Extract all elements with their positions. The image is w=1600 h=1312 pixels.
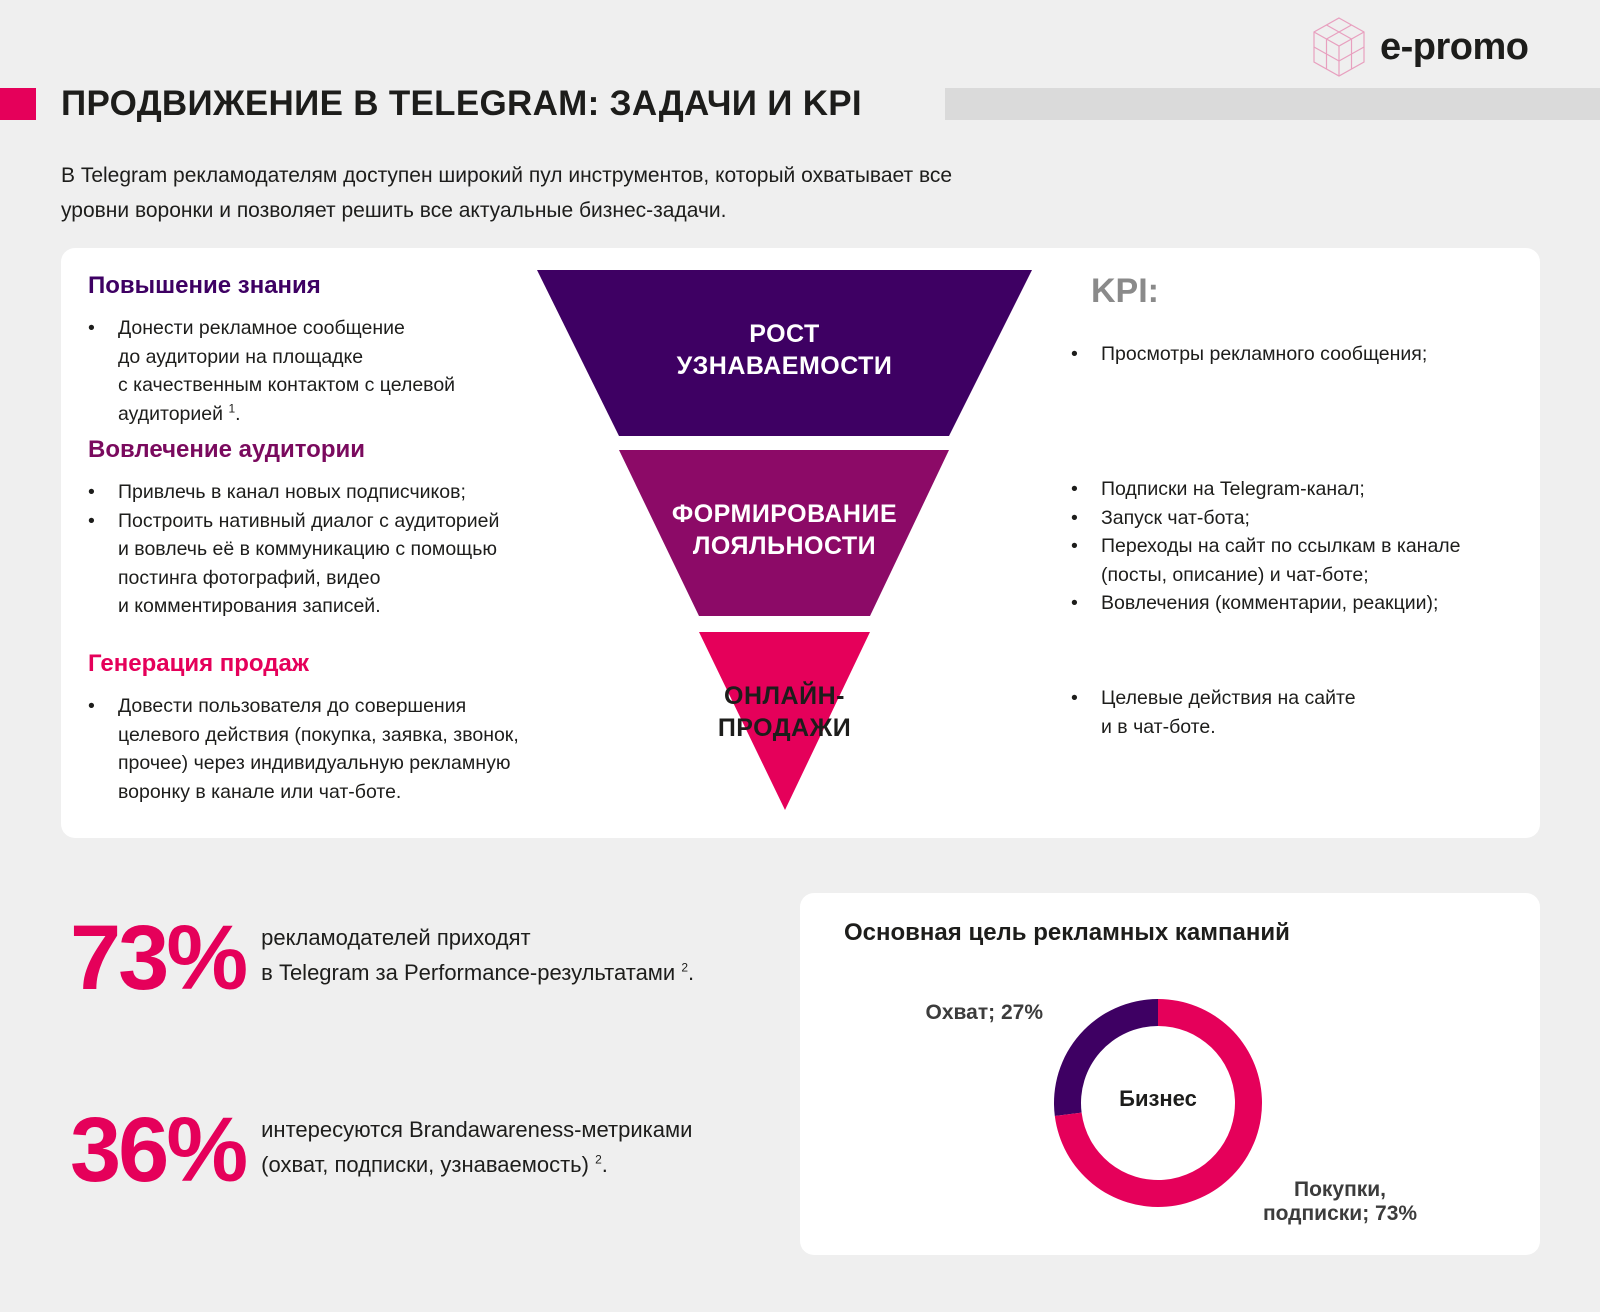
intro-line: уровни воронки и позволяет решить все ак…: [61, 199, 727, 222]
kpi-line: Просмотры рекламного сообщения;: [1101, 343, 1428, 365]
stat-line-tail: .: [688, 960, 695, 985]
stage-label-line: ПРОДАЖИ: [717, 714, 852, 742]
funnel-stage-2: [619, 450, 949, 616]
kpi-item: Вовлечения (комментарии, реакции);: [1071, 589, 1531, 618]
footnote-ref: 2: [595, 1152, 602, 1167]
slice-label-reach: Охват; 27%: [926, 1001, 1044, 1024]
stat-line-text: в Telegram за Performance-результатами: [261, 960, 676, 985]
kpi-list-awareness: Просмотры рекламного сообщения;: [1071, 340, 1531, 369]
intro-line: В Telegram рекламодателям доступен широк…: [61, 164, 953, 187]
task-engagement: Вовлечение аудитории Привлечь в канал но…: [88, 436, 608, 621]
stat-description: рекламодателей приходят в Telegram за Pe…: [261, 920, 694, 990]
task-bullet: Построить нативный диалог с аудиторией и…: [88, 507, 608, 621]
intro-text: В Telegram рекламодателям доступен широк…: [61, 158, 1211, 228]
donut-slice-reach: [1054, 999, 1158, 1117]
bullet-line: целевого действия (покупка, заявка, звон…: [118, 723, 519, 746]
funnel-shapes: [537, 270, 1032, 810]
funnel-stage-3: [699, 632, 870, 810]
bullet-line: Довести пользователя до совершения: [118, 695, 467, 717]
chart-title: Основная цель рекламных кампаний: [844, 919, 1290, 946]
title-accent-bar: [0, 88, 36, 120]
stat-line: (охват, подписки, узнаваемость) 2.: [261, 1147, 692, 1182]
task-heading: Вовлечение аудитории: [88, 436, 366, 463]
bullet-line: и комментирования записей.: [118, 595, 381, 617]
title-divider-bar: [945, 88, 1600, 120]
kpi-line: Переходы на сайт по ссылкам в канале: [1101, 535, 1461, 557]
task-heading: Генерация продаж: [88, 650, 309, 677]
kpi-title: KPI:: [1091, 272, 1159, 310]
kpi-list-loyalty: Подписки на Telegram-канал; Запуск чат-б…: [1071, 475, 1531, 618]
task-bullet: Донести рекламное сообщение до аудитории…: [88, 314, 608, 428]
task-bullets: Привлечь в канал новых подписчиков; Пост…: [88, 478, 608, 621]
stat-value: 36%: [70, 1099, 248, 1201]
kpi-item: Просмотры рекламного сообщения;: [1071, 340, 1531, 369]
bullet-line: и вовлечь её в коммуникацию с помощью: [118, 538, 498, 560]
slice-label-purchases-line2: подписки; 73%: [1263, 1202, 1417, 1225]
stage-label-line: УЗНАВАЕМОСТИ: [676, 352, 893, 380]
task-bullet: Привлечь в канал новых подписчиков;: [88, 478, 608, 507]
bullet-line: Привлечь в канал новых подписчиков;: [118, 481, 466, 503]
bullet-line: до аудитории на площадке: [118, 345, 364, 368]
page-title: ПРОДВИЖЕНИЕ В TELEGRAM: ЗАДАЧИ И KPI: [61, 84, 862, 123]
stat-brandawareness: 36% интересуются Brandawareness-метрикам…: [70, 1104, 692, 1196]
donut-chart: Бизнес Охват; 27% Покупки, подписки; 73%: [926, 999, 1417, 1225]
donut-center-label: Бизнес: [1119, 1086, 1197, 1111]
bullet-line: Построить нативный диалог с аудиторией: [118, 509, 500, 532]
kpi-item: Переходы на сайт по ссылкам в канале (по…: [1071, 532, 1531, 589]
task-sales: Генерация продаж Довести пользователя до…: [88, 650, 608, 806]
stat-performance: 73% рекламодателей приходят в Telegram з…: [70, 912, 694, 1004]
funnel-stage-2-label: ФОРМИРОВАНИЕ ЛОЯЛЬНОСТИ: [537, 498, 1032, 562]
stat-line-tail: .: [601, 1152, 608, 1177]
kpi-item: Целевые действия на сайте и в чат-боте.: [1071, 684, 1531, 741]
kpi-line: Подписки на Telegram-канал;: [1101, 478, 1365, 500]
stage-label-line: ЛОЯЛЬНОСТИ: [692, 532, 877, 560]
stage-label-line: ОНЛАЙН-: [724, 682, 845, 710]
kpi-list-sales: Целевые действия на сайте и в чат-боте.: [1071, 684, 1531, 741]
funnel-diagram: РОСТ УЗНАВАЕМОСТИ ФОРМИРОВАНИЕ ЛОЯЛЬНОСТ…: [537, 270, 1037, 810]
bullet-line-tail: .: [235, 402, 241, 425]
stage-label-line: ФОРМИРОВАНИЕ: [671, 500, 898, 528]
task-bullets: Довести пользователя до совершения целев…: [88, 692, 608, 806]
kpi-line: Целевые действия на сайте: [1101, 687, 1356, 709]
stat-line-text: (охват, подписки, узнаваемость): [261, 1152, 589, 1177]
bullet-line: воронку в канале или чат-боте.: [118, 780, 402, 803]
task-bullets: Донести рекламное сообщение до аудитории…: [88, 314, 608, 428]
kpi-item: Запуск чат-бота;: [1071, 504, 1531, 533]
funnel-stage-1: [537, 270, 1032, 436]
bullet-line: постинга фотографий, видео: [118, 566, 381, 589]
task-awareness: Повышение знания Донести рекламное сообщ…: [88, 272, 608, 428]
slice-label-purchases-line1: Покупки,: [1294, 1178, 1386, 1201]
funnel-stage-1-label: РОСТ УЗНАВАЕМОСТИ: [537, 318, 1032, 382]
task-heading: Повышение знания: [88, 272, 321, 299]
stat-line: интересуются Brandawareness-метриками: [261, 1117, 693, 1142]
stat-value: 73%: [70, 907, 248, 1009]
footnote-ref: 1: [228, 401, 236, 415]
bullet-line: с качественным контактом с целевой: [118, 374, 456, 396]
kpi-line: (посты, описание) и чат-боте;: [1101, 563, 1369, 586]
bullet-line: Донести рекламное сообщение: [118, 317, 405, 339]
stat-line: в Telegram за Performance-результатами 2…: [261, 955, 694, 990]
bullet-line: прочее) через индивидуальную рекламную: [118, 752, 511, 774]
chart-card: Основная цель рекламных кампаний Бизнес …: [800, 893, 1540, 1255]
cube-grid-icon: [1313, 17, 1365, 77]
kpi-line: Запуск чат-бота;: [1101, 506, 1250, 529]
footnote-ref: 2: [681, 960, 689, 975]
stage-label-line: РОСТ: [749, 320, 820, 348]
bullet-line-text: аудиторией: [118, 402, 224, 425]
kpi-line: и в чат-боте.: [1101, 715, 1216, 738]
stat-line: рекламодателей приходят: [261, 925, 531, 950]
funnel-card: Повышение знания Донести рекламное сообщ…: [61, 248, 1540, 838]
kpi-item: Подписки на Telegram-канал;: [1071, 475, 1531, 504]
funnel-stage-3-label: ОНЛАЙН- ПРОДАЖИ: [537, 680, 1032, 744]
task-bullet: Довести пользователя до совершения целев…: [88, 692, 608, 806]
bullet-line: аудиторией 1.: [118, 400, 608, 429]
kpi-line: Вовлечения (комментарии, реакции);: [1101, 592, 1439, 614]
logo-text: e-promo: [1380, 25, 1529, 68]
logo: e-promo: [1312, 16, 1529, 78]
stat-description: интересуются Brandawareness-метриками (о…: [261, 1112, 692, 1182]
